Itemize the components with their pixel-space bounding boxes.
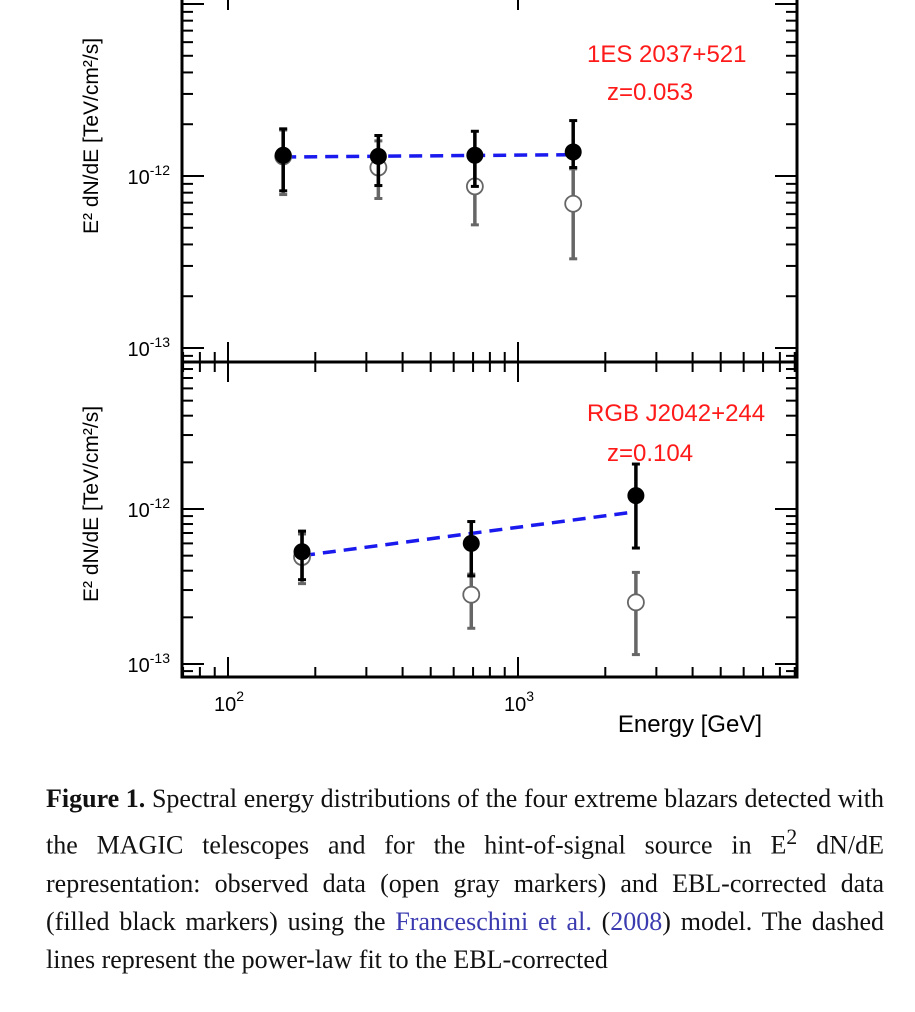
source-name-bottom: RGB J2042+244 bbox=[587, 400, 765, 427]
caption-text-3: ) model. The dashed lines represent the … bbox=[46, 906, 884, 974]
citation-link[interactable]: Franceschini et al. bbox=[395, 906, 592, 936]
corrected-point bbox=[274, 146, 292, 164]
corrected-point bbox=[564, 143, 582, 161]
corrected-point bbox=[627, 487, 645, 505]
y-axis-label-top: E² dN/dE [TeV/cm²/s] bbox=[80, 38, 103, 234]
corrected-point bbox=[462, 534, 480, 552]
y-tick-label: 10-13 bbox=[128, 650, 171, 677]
y-axis-label-bottom: E² dN/dE [TeV/cm²/s] bbox=[80, 406, 103, 602]
x-axis-label: Energy [GeV] bbox=[618, 711, 762, 738]
source-name-top: 1ES 2037+521 bbox=[587, 41, 746, 68]
corrected-point bbox=[466, 146, 484, 164]
panel-rgb-j2042: 10-12 10-13 102 103 bbox=[128, 360, 799, 716]
observed-point bbox=[626, 593, 645, 612]
citation-year-link[interactable]: 2008 bbox=[610, 906, 663, 936]
power-law-fit-line bbox=[283, 152, 574, 159]
observed-point bbox=[564, 194, 583, 213]
caption-text-2: dN/dE representation: observed data (ope… bbox=[46, 830, 884, 936]
x-tick-label: 103 bbox=[504, 688, 534, 716]
x-tick-label: 102 bbox=[214, 688, 244, 716]
redshift-bottom: z=0.104 bbox=[607, 440, 693, 467]
sed-figure: 10-12 10-13 10-12 10-13 102 103 1ES 2037+521… bbox=[80, 0, 799, 738]
corrected-point bbox=[293, 543, 311, 561]
caption-superscript: 2 bbox=[786, 825, 798, 849]
caption-label: Figure 1. bbox=[46, 784, 146, 813]
observed-point bbox=[462, 585, 481, 604]
y-tick-label: 10-13 bbox=[128, 334, 171, 361]
corrected-point bbox=[369, 147, 387, 165]
caption-paren: ( bbox=[591, 906, 611, 936]
power-law-fit-line bbox=[301, 510, 637, 558]
caption-text-1: Spectral energy distributions of the fou… bbox=[46, 784, 884, 860]
y-tick-label: 10-12 bbox=[128, 162, 171, 189]
figure-caption: Figure 1. Spectral energy distributions … bbox=[46, 780, 884, 979]
y-tick-label: 10-12 bbox=[128, 495, 171, 522]
redshift-top: z=0.053 bbox=[607, 79, 693, 106]
